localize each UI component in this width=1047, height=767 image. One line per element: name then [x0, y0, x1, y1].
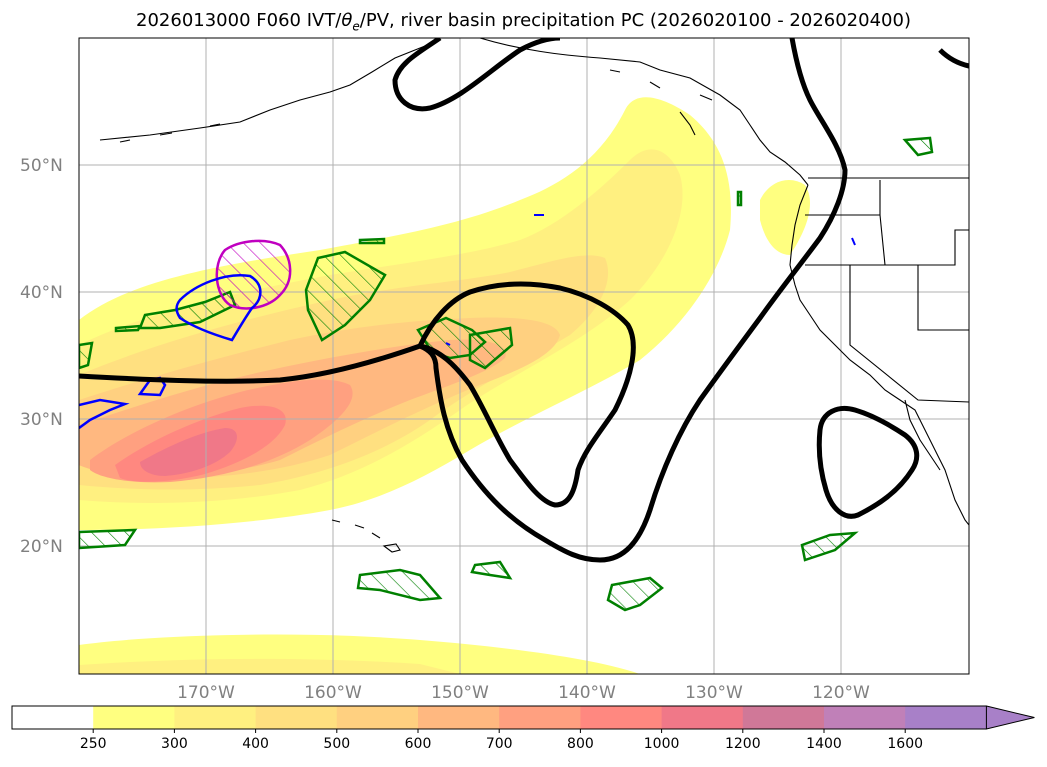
lon-label-130w: 130°W — [685, 683, 743, 703]
lon-label-120w: 120°W — [812, 683, 870, 703]
west-coast — [789, 184, 969, 526]
colorbar-segment — [418, 706, 500, 729]
colorbar-segment — [661, 706, 744, 729]
coastlines — [99, 38, 969, 553]
pv-contour-magenta — [215, 239, 292, 310]
lat-label-30n: 30°N — [20, 410, 63, 430]
map-content — [79, 38, 969, 674]
colorbar-tick-label: 1600 — [887, 736, 923, 752]
baja-california — [904, 399, 941, 471]
colorbar-tick-label: 1000 — [644, 736, 680, 752]
colorbar-tick-label: 700 — [486, 736, 513, 752]
colorbar-segment — [499, 706, 581, 729]
colorbar-segment — [742, 706, 825, 729]
basin-region-7 — [356, 568, 443, 602]
hawaii-islands — [331, 519, 401, 553]
theta-e-contour-main — [79, 38, 848, 563]
theta-e-contour-loop — [816, 405, 920, 519]
colorbar-tick-label: 1400 — [806, 736, 842, 752]
basin-region-1 — [304, 250, 387, 342]
pv-contour-blue-3 — [79, 398, 130, 430]
theta-e-contour-inner — [417, 281, 636, 508]
ivt-shading — [79, 97, 810, 674]
latitude-labels: 50°N 40°N 30°N 20°N — [20, 156, 63, 557]
basin-region-3 — [468, 326, 514, 370]
basin-region-6 — [79, 528, 138, 550]
title-theta: θ — [341, 10, 353, 31]
colorbar-segment — [12, 706, 94, 729]
theta-e-contour-northeast — [938, 48, 969, 69]
lat-label-50n: 50°N — [20, 156, 63, 176]
lon-label-150w: 150°W — [431, 683, 489, 703]
basin-region-13 — [358, 237, 386, 245]
colorbar-tick-label: 1200 — [725, 736, 761, 752]
colorbar-segment — [255, 706, 338, 729]
colorbar-tick-label: 600 — [405, 736, 432, 752]
basin-region-11 — [902, 136, 934, 157]
lon-label-170w: 170°W — [177, 683, 235, 703]
state-borders — [805, 180, 969, 403]
lon-label-140w: 140°W — [558, 683, 616, 703]
basin-region-5 — [79, 341, 94, 370]
ivt-1000-core — [140, 428, 237, 476]
colorbar-segment — [336, 706, 419, 729]
colorbar-segment — [905, 706, 987, 729]
basin-precip-regions — [79, 136, 934, 612]
theta-e-contours — [79, 38, 969, 563]
colorbar-extend-arrow — [985, 705, 1035, 730]
colorbar — [11, 705, 1035, 730]
pv-contour-blue-1 — [175, 274, 262, 342]
theta-e-contour-north — [392, 38, 561, 112]
colorbar-tick-label: 800 — [567, 736, 594, 752]
lat-label-20n: 20°N — [20, 537, 63, 557]
lon-label-160w: 160°W — [304, 683, 362, 703]
colorbar-segment — [824, 706, 906, 729]
ivt-250-coast — [760, 180, 810, 255]
colorbar-segment — [93, 706, 175, 729]
basin-region-10 — [800, 531, 859, 562]
colorbar-tick-label: 300 — [161, 736, 188, 752]
basin-region-14 — [736, 190, 743, 207]
colorbar-segment — [580, 706, 663, 729]
colorbar-tick-label: 400 — [242, 736, 269, 752]
lat-label-40n: 40°N — [20, 283, 63, 303]
pv-contour-blue-4 — [445, 214, 856, 346]
colorbar-tick-label: 250 — [80, 736, 107, 752]
basin-region-8 — [470, 560, 513, 580]
colorbar-tick-label: 500 — [323, 736, 350, 752]
alaska-islands — [119, 69, 713, 143]
ivt-300-south — [79, 658, 460, 674]
title-theta-sub: e — [352, 19, 360, 34]
alaska-coast — [99, 38, 809, 186]
title-suffix: /PV, river basin precipitation PC (20260… — [359, 10, 911, 31]
title-prefix: 2026013000 F060 IVT/ — [136, 10, 342, 31]
basin-region-9 — [606, 576, 664, 612]
chart-title: 2026013000 F060 IVT/θe/PV, river basin p… — [0, 10, 1047, 34]
map-frame — [78, 37, 970, 675]
pv-contours — [79, 214, 856, 430]
longitude-labels: 170°W 160°W 150°W 140°W 130°W 120°W — [177, 683, 870, 703]
basin-region-12 — [114, 324, 143, 333]
colorbar-segment — [174, 706, 257, 729]
colorbar-labels: 250 300 400 500 600 700 800 1000 1200 1400 1600 — [80, 729, 923, 752]
